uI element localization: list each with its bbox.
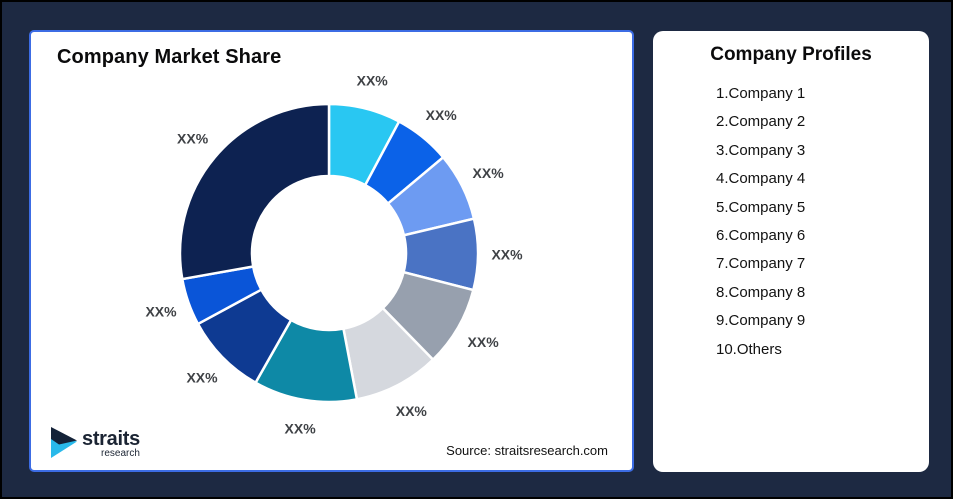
straits-research-logo: straits research	[51, 427, 140, 459]
logo-subname: research	[101, 448, 140, 459]
source-text: Source: straitsresearch.com	[446, 443, 608, 458]
segment-label-9: XX%	[145, 304, 177, 320]
logo-text: straits research	[82, 428, 140, 459]
company-profiles-list: 1.Company 1 2.Company 2 3.Company 3 4.Compa…	[716, 80, 805, 364]
segment-label-2: XX%	[426, 107, 458, 123]
segment-label-1: XX%	[357, 72, 389, 88]
market-share-title: Company Market Share	[57, 46, 282, 68]
segment-label-10: XX%	[177, 131, 209, 147]
market-share-card: Company Market Share XX% XX% XX% XX% XX% XX% X…	[29, 30, 634, 472]
company-profile-item: 9.Company 9	[716, 312, 806, 330]
company-profile-item: 6.Company 6	[716, 227, 806, 245]
segment-label-4: XX%	[491, 247, 523, 263]
company-profile-item: 7.Company 7	[716, 255, 806, 273]
segment-label-6: XX%	[396, 403, 428, 419]
company-profile-item: 2.Company 2	[716, 113, 806, 131]
donut-segment-10	[178, 102, 331, 281]
company-profile-item: 10.Others	[716, 340, 782, 358]
company-profiles-card: Company Profiles 1.Company 1 2.Company 2 3…	[653, 31, 929, 472]
company-profile-item: 4.Company 4	[716, 170, 806, 188]
segment-label-3: XX%	[473, 165, 505, 181]
company-profile-item: 1.Company 1	[716, 85, 806, 102]
straits-logo-icon	[51, 427, 77, 458]
segment-label-5: XX%	[468, 334, 500, 350]
market-share-donut-chart: XX% XX% XX% XX% XX% XX% XX% XX% XX% XX%	[145, 72, 523, 437]
company-profiles-title: Company Profiles	[710, 44, 872, 65]
company-profile-item: 5.Company 5	[716, 198, 806, 216]
company-profile-item: 3.Company 3	[716, 141, 806, 159]
logo-name: straits	[82, 428, 140, 450]
segment-label-8: XX%	[186, 370, 218, 386]
company-profile-item: 8.Company 8	[716, 283, 806, 301]
segment-label-7: XX%	[285, 421, 317, 437]
